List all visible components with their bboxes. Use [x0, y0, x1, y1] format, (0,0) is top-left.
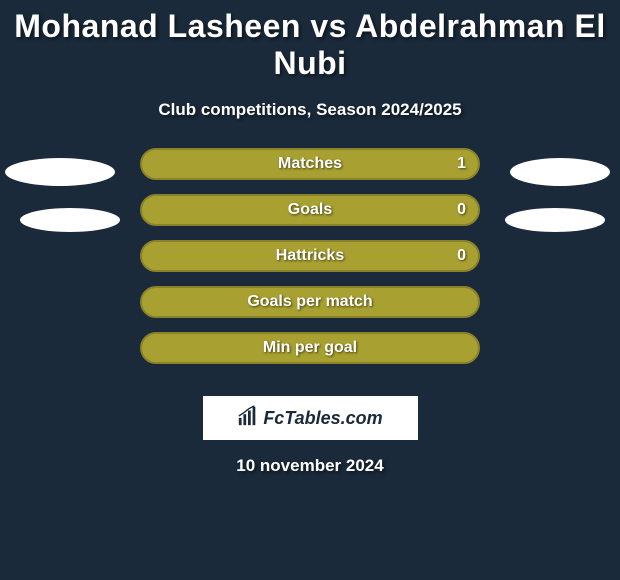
- stat-bar-mpg: Min per goal: [140, 332, 480, 364]
- stat-label: Min per goal: [263, 339, 357, 357]
- player-right-ellipse-1: [510, 158, 610, 186]
- stat-label: Matches: [278, 155, 342, 173]
- stat-value-right: 0: [457, 247, 466, 265]
- stat-label: Hattricks: [276, 247, 344, 265]
- stat-bar-matches: Matches 1: [140, 148, 480, 180]
- stat-label: Goals per match: [247, 293, 372, 311]
- player-right-ellipse-2: [505, 208, 605, 232]
- page-title: Mohanad Lasheen vs Abdelrahman El Nubi: [0, 0, 620, 82]
- stat-value-right: 1: [457, 155, 466, 173]
- date-text: 10 november 2024: [0, 456, 620, 476]
- stat-bar-goals: Goals 0: [140, 194, 480, 226]
- subtitle: Club competitions, Season 2024/2025: [0, 100, 620, 120]
- stat-bars: Matches 1 Goals 0 Hattricks 0 Goals per …: [140, 148, 480, 378]
- stat-bar-gpm: Goals per match: [140, 286, 480, 318]
- stat-bar-hattricks: Hattricks 0: [140, 240, 480, 272]
- logo-box: FcTables.com: [203, 396, 418, 440]
- stat-value-right: 0: [457, 201, 466, 219]
- logo-text: FcTables.com: [263, 408, 382, 429]
- stat-label: Goals: [288, 201, 332, 219]
- player-left-ellipse-1: [5, 158, 115, 186]
- player-left-ellipse-2: [20, 208, 120, 232]
- chart-icon: [237, 405, 259, 432]
- comparison-chart: Matches 1 Goals 0 Hattricks 0 Goals per …: [0, 148, 620, 378]
